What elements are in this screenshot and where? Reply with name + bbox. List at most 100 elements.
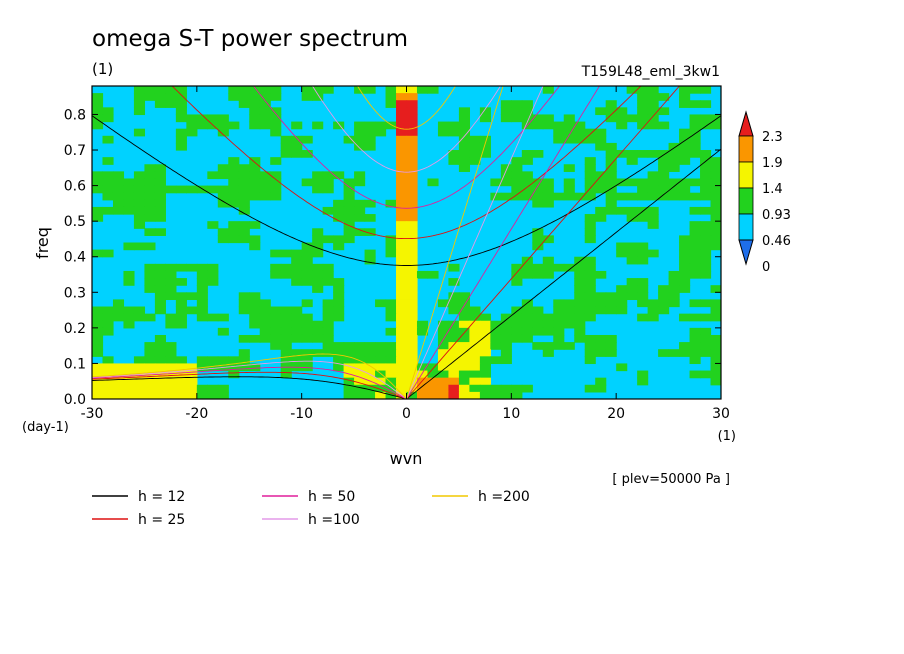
heatmap-cell: [364, 384, 376, 393]
heatmap-cell: [102, 107, 114, 116]
heatmap-cell: [196, 278, 208, 286]
heatmap-cell: [249, 121, 261, 130]
heatmap-cell: [385, 377, 397, 386]
heatmap-cell: [521, 384, 533, 393]
heatmap-cell: [448, 263, 460, 272]
heatmap-cell: [396, 270, 408, 279]
heatmap-cell: [458, 377, 470, 386]
heatmap-cell: [92, 100, 104, 108]
heatmap-cell: [469, 306, 481, 315]
heatmap-cell: [700, 342, 712, 350]
heatmap-cell: [595, 377, 607, 386]
heatmap-cell: [333, 206, 345, 215]
y-tick-label: 0.6: [64, 179, 86, 195]
heatmap-cell: [532, 242, 544, 251]
heatmap-cell: [385, 249, 397, 258]
heatmap-cell: [553, 135, 565, 144]
heatmap-cell: [396, 242, 408, 251]
heatmap-cell: [616, 114, 628, 123]
heatmap-cell: [647, 121, 659, 130]
heatmap-cell: [154, 377, 166, 386]
colorbar-label: 0.93: [762, 208, 791, 223]
heatmap-cell: [616, 285, 628, 293]
heatmap-cell: [710, 349, 721, 357]
heatmap-cell: [406, 256, 418, 265]
heatmap-cell: [637, 313, 649, 322]
heatmap-cell: [312, 270, 324, 279]
heatmap-cell: [553, 192, 565, 201]
heatmap-cell: [238, 334, 250, 343]
heatmap-cell: [259, 107, 271, 116]
heatmap-cell: [207, 278, 219, 286]
heatmap-cell: [144, 313, 156, 322]
dispersion-line-h200-gravity: [357, 86, 456, 130]
heatmap-cell: [416, 270, 429, 279]
heatmap-cell: [343, 135, 355, 144]
heatmap-cell: [658, 150, 670, 158]
heatmap-cell: [616, 150, 628, 158]
heatmap-cell: [270, 121, 282, 130]
heatmap-cell: [668, 270, 680, 279]
heatmap-cell: [102, 377, 114, 386]
heatmap-cell: [689, 327, 701, 336]
heatmap-cell: [710, 171, 721, 180]
heatmap-cell: [616, 306, 628, 315]
heatmap-cell: [605, 299, 617, 308]
heatmap-cell: [343, 199, 355, 208]
heatmap-cell: [249, 221, 261, 229]
heatmap-cell: [133, 171, 146, 180]
heatmap-cell: [406, 185, 418, 194]
heatmap-cell: [542, 199, 554, 208]
heatmap-cell: [679, 100, 691, 108]
heatmap-cell: [154, 292, 166, 301]
heatmap-cell: [605, 292, 617, 301]
heatmap-cell: [500, 178, 512, 187]
heatmap-cell: [710, 192, 721, 201]
heatmap-cell: [144, 285, 156, 293]
chart-title: omega S-T power spectrum: [92, 26, 408, 52]
heatmap-cell: [574, 292, 586, 301]
heatmap-cell: [154, 363, 166, 372]
heatmap-cell: [165, 100, 177, 108]
heatmap-cell: [280, 263, 292, 272]
heatmap-cell: [385, 86, 397, 94]
heatmap-cell: [112, 178, 125, 187]
heatmap-cell: [312, 320, 324, 329]
heatmap-cell: [542, 270, 554, 279]
heatmap-cell: [448, 128, 460, 137]
heatmap-cell: [574, 313, 586, 322]
heatmap-cell: [406, 192, 418, 201]
dispersion-line-h50-rossby: [92, 366, 407, 399]
heatmap-cell: [437, 128, 450, 137]
heatmap-cell: [385, 121, 397, 130]
heatmap-cell: [228, 93, 240, 101]
heatmap-cell: [637, 249, 649, 258]
heatmap-cell: [375, 342, 387, 350]
heatmap-cell: [396, 263, 408, 272]
heatmap-cell: [92, 370, 104, 379]
heatmap-cell: [207, 391, 219, 399]
heatmap-cell: [186, 114, 198, 123]
heatmap-cell: [196, 356, 208, 365]
heatmap-cell: [500, 114, 512, 123]
heatmap-cell: [259, 192, 271, 201]
heatmap-cell: [175, 320, 187, 329]
heatmap-cell: [133, 128, 146, 137]
heatmap-cell: [605, 306, 617, 315]
heatmap-cell: [154, 199, 166, 208]
heatmap-cell: [416, 384, 429, 393]
heatmap-cell: [584, 292, 596, 301]
heatmap-cell: [647, 306, 659, 315]
x-axis-unit: (1): [718, 429, 736, 444]
heatmap-cell: [301, 320, 313, 329]
heatmap-cell: [479, 150, 491, 158]
heatmap-cell: [563, 299, 575, 308]
heatmap-cell: [469, 327, 481, 336]
heatmap-cell: [700, 228, 712, 236]
heatmap-cell: [542, 320, 554, 329]
heatmap-cell: [343, 206, 355, 215]
heatmap-cell: [301, 327, 313, 336]
heatmap-cell: [92, 206, 104, 215]
heatmap-cell: [521, 171, 533, 180]
heatmap-cell: [553, 327, 565, 336]
